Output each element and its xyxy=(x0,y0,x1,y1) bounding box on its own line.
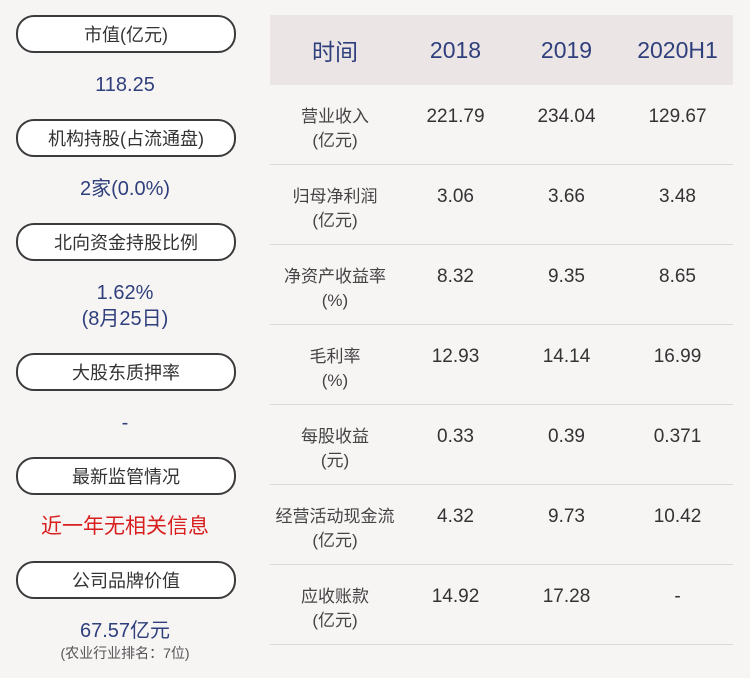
cell-value: 3.48 xyxy=(659,186,696,207)
table-row: 营业收入 (亿元) 221.79 234.04 129.67 xyxy=(270,85,733,165)
table-header: 时间 2018 2019 2020H1 xyxy=(270,15,733,85)
pledge-ratio-label: 大股东质押率 xyxy=(16,353,236,391)
cell-value: 129.67 xyxy=(648,106,707,127)
northbound-ratio-percent: 1.62% xyxy=(96,282,154,304)
regulatory-status-label: 最新监管情况 xyxy=(16,457,236,495)
financial-table: 时间 2018 2019 2020H1 营业收入 (亿元) 221.79 234.… xyxy=(270,15,733,645)
market-cap-label: 市值(亿元) xyxy=(16,15,236,53)
brand-value-amount: 67.57亿元 xyxy=(79,620,171,642)
cell-value: 14.92 xyxy=(431,586,480,607)
cell-value: 4.32 xyxy=(437,506,474,527)
cell-value: 9.73 xyxy=(548,506,585,527)
header-2019: 2019 xyxy=(540,36,593,63)
header-2020h1: 2020H1 xyxy=(637,36,718,63)
cell-value: 3.66 xyxy=(548,186,585,207)
table-row: 净资产收益率 (%) 8.32 9.35 8.65 xyxy=(270,245,733,325)
cell-value: 3.06 xyxy=(437,186,474,207)
row-label: 经营活动现金流 (亿元) xyxy=(275,507,395,550)
brand-value-rank-note: (农业行业排名：7位) xyxy=(60,645,190,661)
cell-value: 0.39 xyxy=(548,426,585,447)
cell-value: 14.14 xyxy=(542,346,591,367)
table-row: 每股收益 (元) 0.33 0.39 0.371 xyxy=(270,405,733,485)
cell-value: 234.04 xyxy=(537,106,596,127)
cell-value: 8.65 xyxy=(659,266,696,287)
table-row: 毛利率 (%) 12.93 14.14 16.99 xyxy=(270,325,733,405)
cell-value: 16.99 xyxy=(653,346,702,367)
row-label: 毛利率 (%) xyxy=(309,347,361,390)
cell-value: 221.79 xyxy=(426,106,485,127)
row-label: 营业收入 (亿元) xyxy=(301,107,369,150)
cell-value: 12.93 xyxy=(431,346,480,367)
cell-value: 10.42 xyxy=(653,506,702,527)
pledge-ratio-value: - xyxy=(121,412,129,434)
northbound-ratio-value: 1.62% (8月25日) xyxy=(0,280,250,332)
institutional-holding-label: 机构持股(占流通盘) xyxy=(16,119,236,157)
cell-value: 8.32 xyxy=(437,266,474,287)
cell-value: - xyxy=(674,586,681,607)
row-label: 每股收益 (元) xyxy=(301,427,369,470)
left-panel: 市值(亿元) 118.25 机构持股(占流通盘) 2家(0.0%) 北向资金持股… xyxy=(0,0,250,678)
header-2018: 2018 xyxy=(429,36,482,63)
northbound-ratio-label: 北向资金持股比例 xyxy=(16,223,236,261)
row-label: 应收账款 (亿元) xyxy=(301,587,369,630)
cell-value: 17.28 xyxy=(542,586,591,607)
cell-value: 0.371 xyxy=(653,426,702,447)
brand-value: 67.57亿元 (农业行业排名：7位) xyxy=(0,618,250,662)
brand-value-label: 公司品牌价值 xyxy=(16,561,236,599)
table-row: 归母净利润 (亿元) 3.06 3.66 3.48 xyxy=(270,165,733,245)
cell-value: 0.33 xyxy=(437,426,474,447)
institutional-holding-value: 2家(0.0%) xyxy=(79,178,171,200)
table-row: 经营活动现金流 (亿元) 4.32 9.73 10.42 xyxy=(270,485,733,565)
row-label: 归母净利润 (亿元) xyxy=(292,187,378,230)
regulatory-status-value: 近一年无相关信息 xyxy=(41,515,209,538)
row-label: 净资产收益率 (%) xyxy=(284,267,386,310)
table-row: 应收账款 (亿元) 14.92 17.28 - xyxy=(270,565,733,645)
cell-value: 9.35 xyxy=(548,266,585,287)
header-time: 时间 xyxy=(312,39,358,65)
northbound-ratio-date: (8月25日) xyxy=(81,308,169,330)
market-cap-value: 118.25 xyxy=(95,74,155,96)
